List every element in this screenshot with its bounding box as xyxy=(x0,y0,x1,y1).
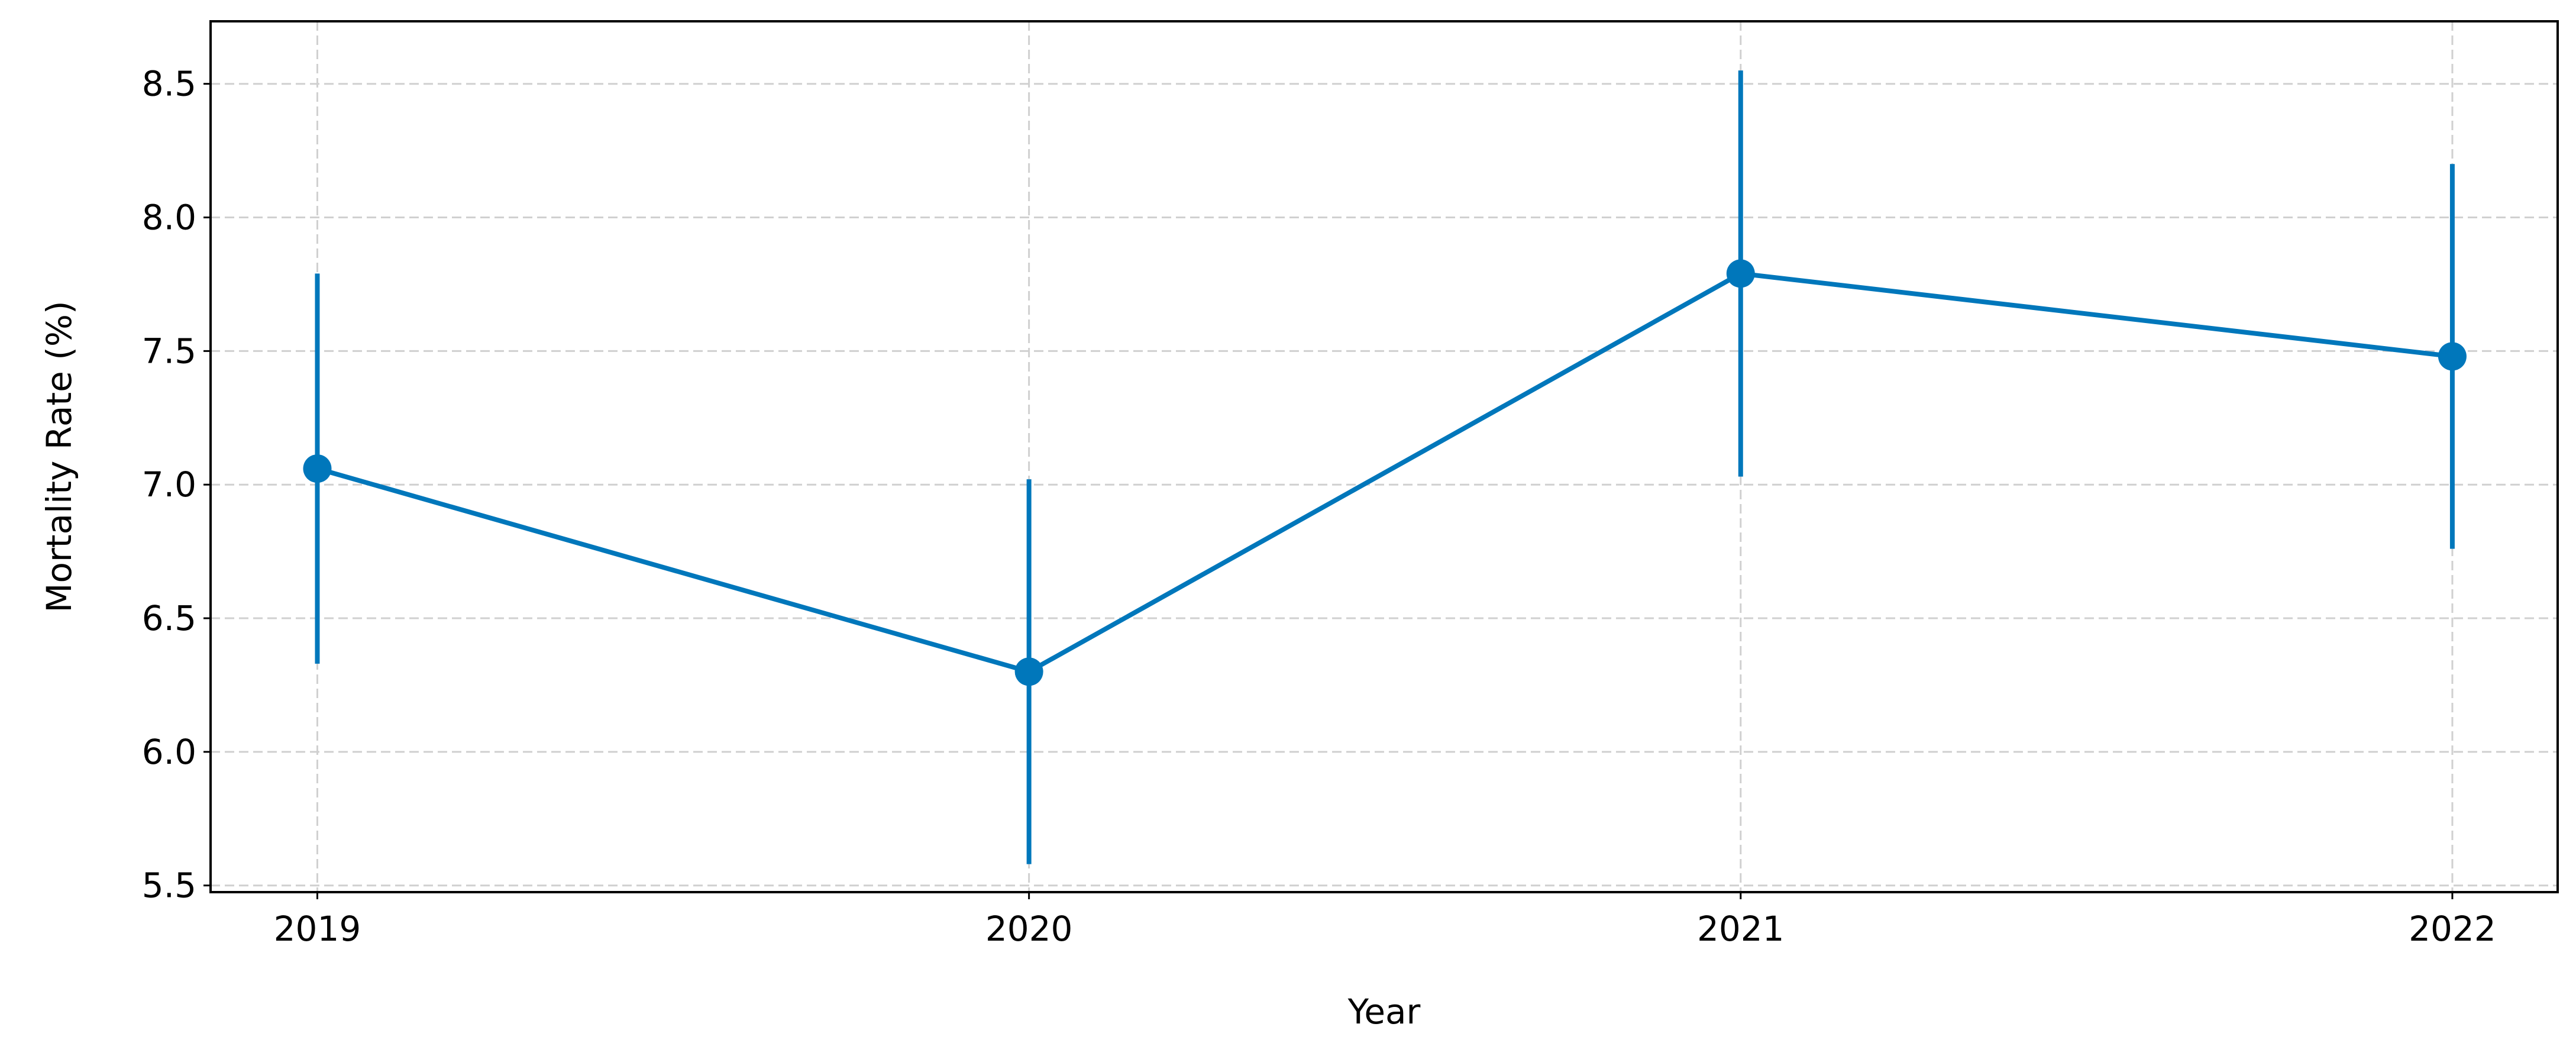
plot-frame xyxy=(209,20,2559,893)
point xyxy=(1726,259,1755,288)
y-tick-label: 7.0 xyxy=(142,464,196,505)
x-tick-label: 2020 xyxy=(985,909,1073,949)
point xyxy=(303,454,332,483)
point xyxy=(1014,657,1043,686)
point xyxy=(2438,342,2467,371)
x-axis-label: Year xyxy=(1347,992,1421,1032)
y-tick-label: 8.5 xyxy=(142,64,196,104)
y-tick-label: 8.0 xyxy=(142,198,196,238)
y-tick-label: 6.5 xyxy=(142,598,196,638)
x-tick-label: 2021 xyxy=(1697,909,1785,949)
y-tick-label: 6.0 xyxy=(142,732,196,772)
y-tick-label: 7.5 xyxy=(142,331,196,371)
x-tick-label: 2019 xyxy=(274,909,361,949)
y-axis-label: Mortality Rate (%) xyxy=(39,301,79,612)
x-tick-label: 2022 xyxy=(2409,909,2496,949)
y-tick-label: 5.5 xyxy=(142,866,196,906)
line xyxy=(316,271,2453,674)
